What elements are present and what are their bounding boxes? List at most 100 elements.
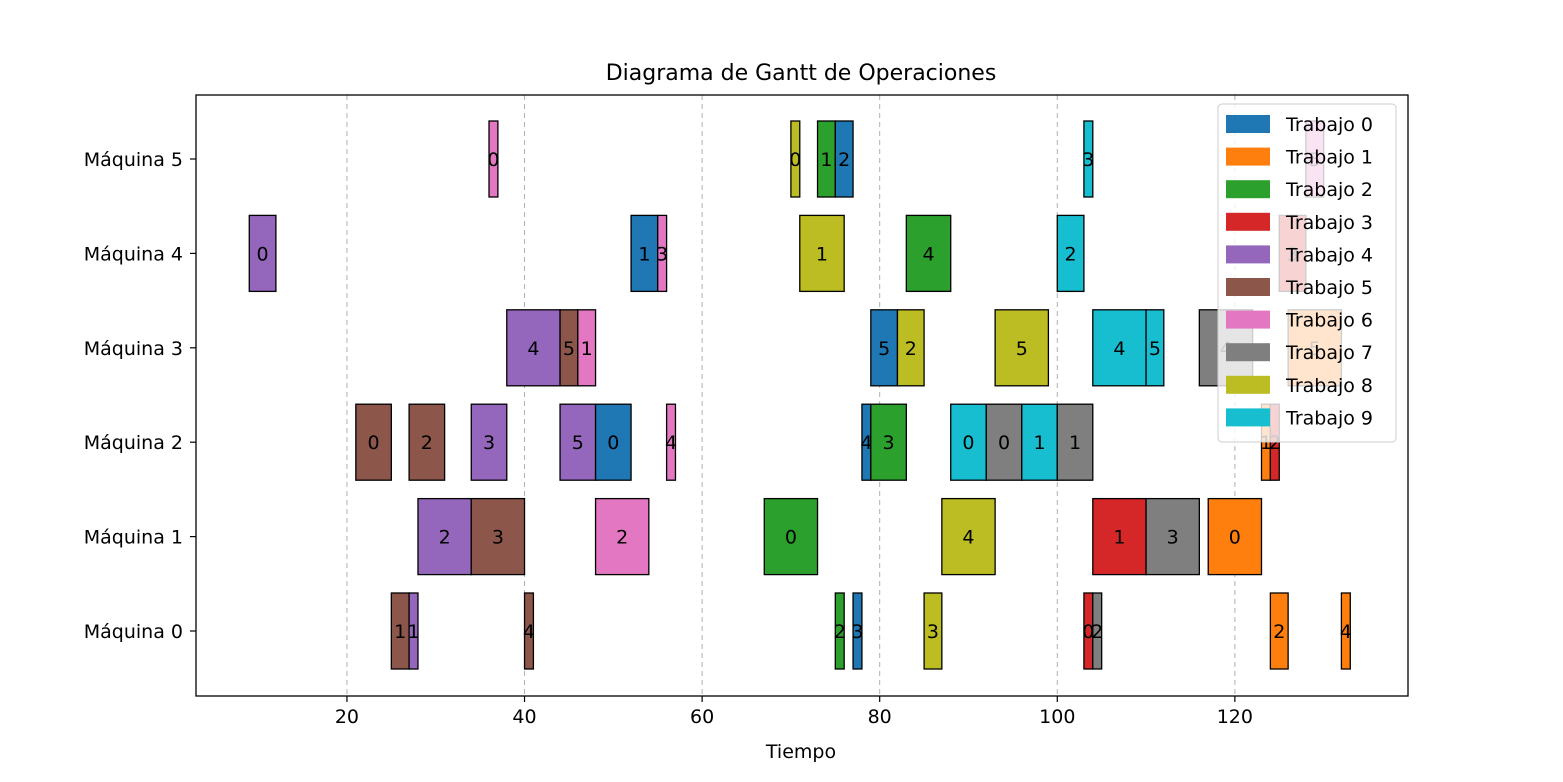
operation-bar <box>630 214 659 293</box>
operation-label: 0 <box>962 432 974 454</box>
operation-label: 1 <box>1069 432 1081 454</box>
legend-swatch <box>1226 212 1270 231</box>
operation-bar <box>905 214 952 293</box>
operation-label: 1 <box>638 243 650 265</box>
operation-bar <box>417 497 472 576</box>
operation-bar <box>488 120 499 198</box>
operation-label: 4 <box>860 432 872 454</box>
operation-bar <box>870 403 907 481</box>
operation-label: 2 <box>905 338 917 360</box>
operation-bar <box>523 592 535 670</box>
operation-label: 3 <box>1082 149 1094 171</box>
operation-label: 2 <box>834 621 846 643</box>
operation-bar <box>1145 497 1200 576</box>
operation-label: 2 <box>1273 621 1285 643</box>
legend-label: Trabajo 2 <box>1285 179 1373 201</box>
operation-bar <box>355 403 392 481</box>
x-tick-label: 80 <box>868 706 892 728</box>
legend-label: Trabajo 5 <box>1285 277 1373 299</box>
operation-bar <box>834 592 845 670</box>
operation-label: 4 <box>1113 338 1125 360</box>
operation-label: 0 <box>607 432 619 454</box>
y-axis: Máquina 0 Máquina 1 Máquina 2 Máquina 3 Máqu… <box>84 149 196 643</box>
operation-bar <box>408 592 419 670</box>
operation-bar <box>1056 403 1094 481</box>
operation-label: 3 <box>927 621 939 643</box>
operation-label: 5 <box>1016 338 1028 360</box>
operation-bar <box>1056 214 1085 293</box>
operation-bar <box>665 403 677 481</box>
y-tick-label: Máquina 5 <box>84 149 183 171</box>
legend-label: Trabajo 3 <box>1285 212 1373 234</box>
operation-label: 2 <box>838 149 850 171</box>
operation-bar <box>1269 592 1289 670</box>
legend-label: Trabajo 8 <box>1285 375 1373 397</box>
operation-bar <box>577 309 597 387</box>
operation-label: 2 <box>439 527 451 549</box>
plot-frame <box>195 94 1409 697</box>
operation-bar <box>594 403 632 481</box>
operation-label: 5 <box>878 338 890 360</box>
x-tick-label: 120 <box>1217 706 1253 728</box>
operation-label: 4 <box>962 527 974 549</box>
operation-bar <box>896 309 925 387</box>
operation-bar <box>657 214 668 293</box>
operation-label: 1 <box>1113 527 1125 549</box>
legend-swatch <box>1226 115 1270 133</box>
legend-label: Trabajo 7 <box>1285 342 1373 364</box>
operation-bar <box>470 403 508 481</box>
legend-label: Trabajo 1 <box>1285 147 1373 169</box>
operation-label: 0 <box>1229 527 1241 549</box>
operation-label: 4 <box>665 432 677 454</box>
y-tick-label: Máquina 0 <box>84 621 183 643</box>
operation-label: 4 <box>523 621 535 643</box>
x-axis-label: Tiempo <box>765 741 836 763</box>
legend-swatch <box>1226 245 1270 264</box>
legend-label: Trabajo 9 <box>1285 407 1373 429</box>
operation-label: 1 <box>816 243 828 265</box>
operation-label: 0 <box>1082 621 1094 643</box>
legend-swatch <box>1226 375 1270 394</box>
legend-swatch <box>1226 310 1270 329</box>
operation-label: 0 <box>789 149 801 171</box>
operation-bars: 1 1 4 2 3 3 02 2 42 3 2 0 4 1 3 00 2 3 5 0 4 4 3 0 0 1 1 124 5 1 5 2 5 4 5… <box>248 120 1352 670</box>
y-tick-label: Máquina 4 <box>84 243 183 265</box>
operation-label: 1 <box>581 338 593 360</box>
operation-label: 3 <box>1167 527 1179 549</box>
operation-bar <box>1207 497 1263 576</box>
x-axis: 20 40 60 80 100 120 <box>335 696 1253 728</box>
legend: Trabajo 0 Trabajo 1 Trabajo 2 Trabajo 3 Trab… <box>1217 103 1397 443</box>
operation-label: 1 <box>1033 432 1045 454</box>
operation-label: 4 <box>1340 621 1352 643</box>
operation-label: 3 <box>851 621 863 643</box>
operation-bar <box>408 403 446 481</box>
operation-bar <box>852 592 863 670</box>
operation-bar <box>985 403 1023 481</box>
operation-bar <box>834 120 854 198</box>
operation-bar <box>559 403 597 481</box>
operation-bar <box>799 214 845 293</box>
x-tick-label: 60 <box>690 706 714 728</box>
operation-bar <box>1092 592 1103 670</box>
operation-bar <box>1340 592 1351 670</box>
operation-bar <box>1092 497 1147 576</box>
operation-bar <box>1145 309 1165 387</box>
operation-bar <box>994 309 1050 387</box>
operation-label: 2 <box>1091 621 1103 643</box>
operation-label: 1 <box>394 621 406 643</box>
legend-label: Trabajo 6 <box>1285 310 1373 332</box>
x-tick-label: 40 <box>512 706 536 728</box>
legend-swatch <box>1226 343 1270 362</box>
operation-label: 0 <box>257 243 269 265</box>
operation-label: 2 <box>421 432 433 454</box>
operation-label: 0 <box>998 432 1010 454</box>
operation-label: 0 <box>368 432 380 454</box>
operation-label: 3 <box>492 527 504 549</box>
x-tick-label: 100 <box>1039 706 1075 728</box>
operation-bar <box>594 497 650 576</box>
operation-label: 3 <box>483 432 495 454</box>
legend-swatch <box>1226 147 1270 166</box>
y-tick-label: Máquina 1 <box>84 527 183 549</box>
operation-bar <box>763 497 819 576</box>
